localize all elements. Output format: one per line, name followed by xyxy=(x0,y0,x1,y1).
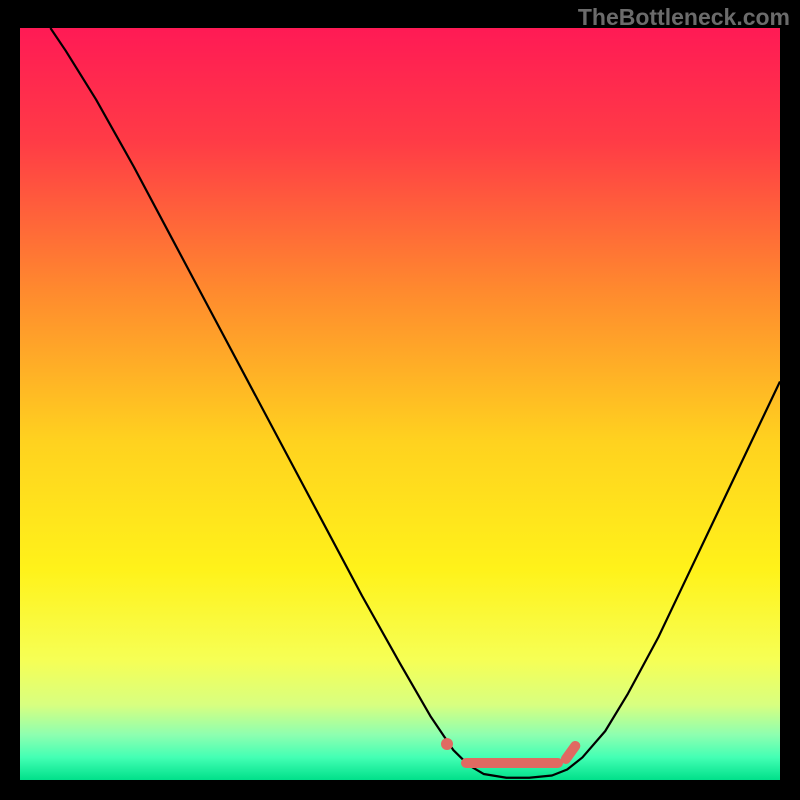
highlight-segment-flat xyxy=(461,758,564,768)
gradient-background xyxy=(20,28,780,780)
chart-frame: TheBottleneck.com xyxy=(0,0,800,800)
watermark-text: TheBottleneck.com xyxy=(578,4,790,31)
highlight-start-dot xyxy=(441,738,453,750)
bottleneck-curve-chart xyxy=(20,28,780,780)
